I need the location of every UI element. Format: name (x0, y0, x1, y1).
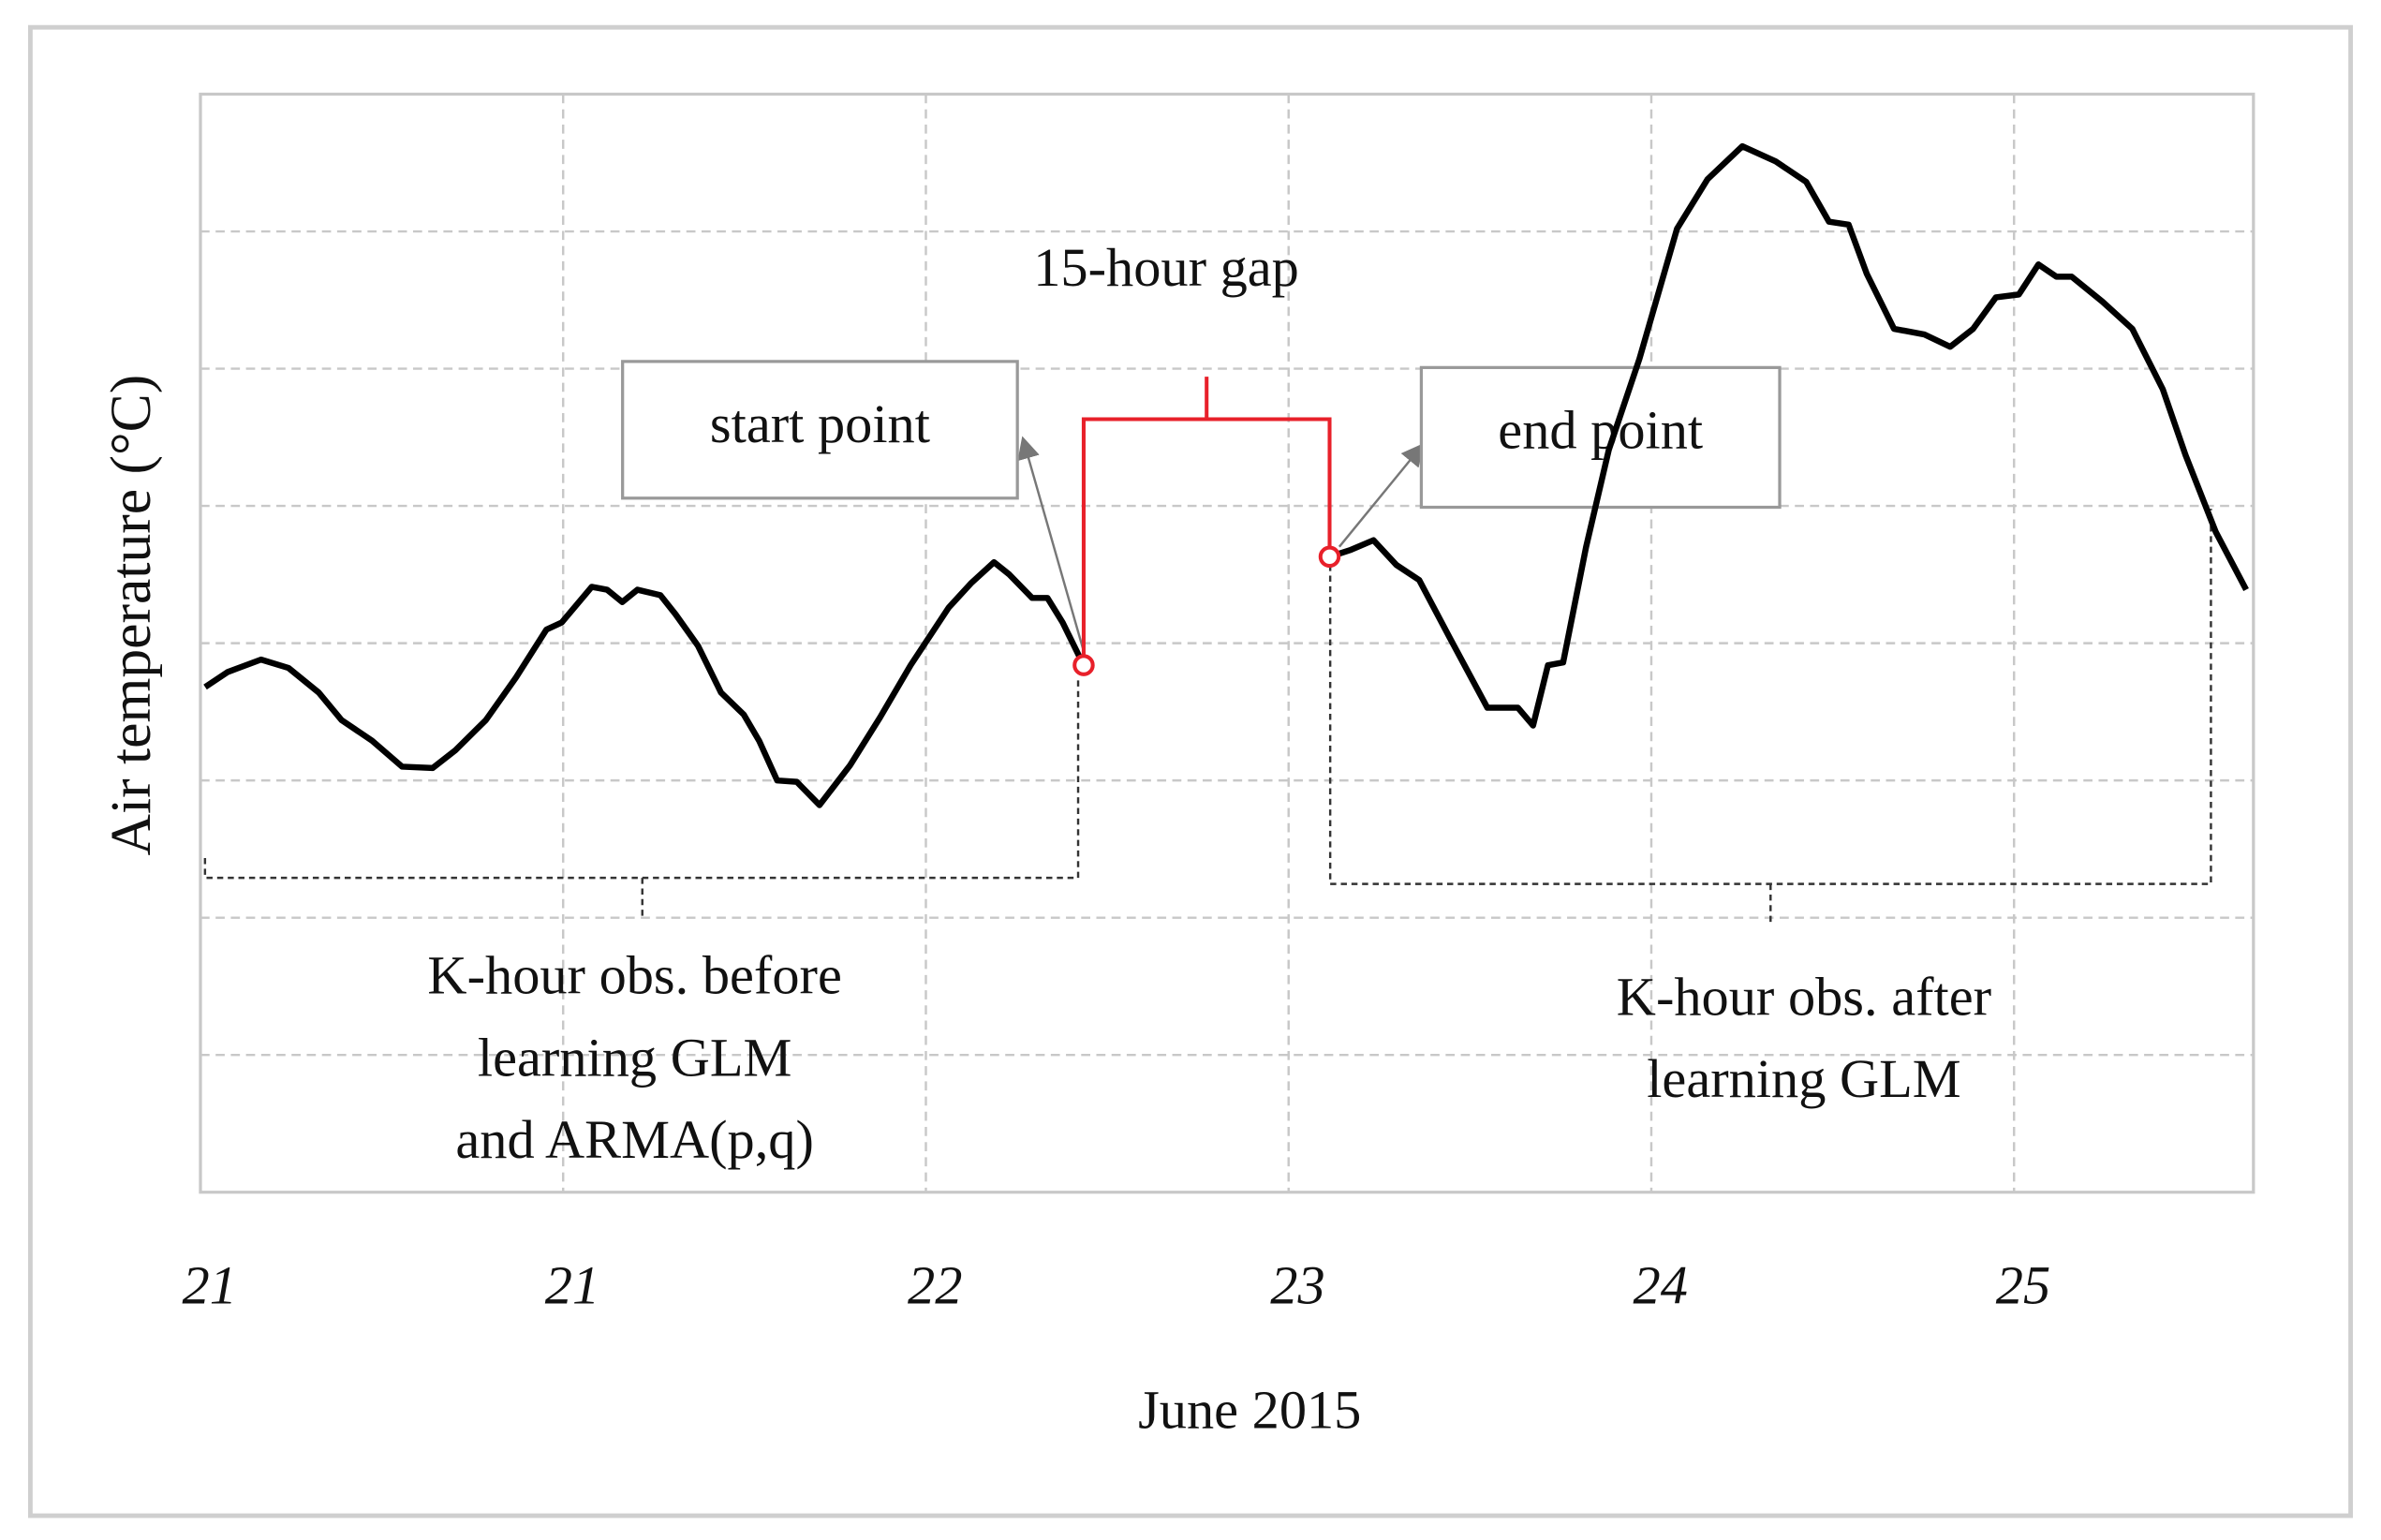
before-label: learning GLM (478, 1027, 791, 1088)
point-marker (1072, 654, 1095, 676)
before-label: K-hour obs. before (427, 945, 841, 1006)
after-label: K-hour obs. after (1617, 966, 1991, 1027)
x-tick-label: 23 (1270, 1254, 1324, 1315)
start-box (621, 360, 1019, 500)
x-tick-label: 22 (908, 1254, 962, 1315)
gap-bracket (1081, 377, 1332, 666)
end-label: end point (1498, 400, 1703, 461)
after-label: learning GLM (1647, 1048, 1960, 1109)
x-tick-label: 21 (183, 1254, 237, 1315)
bracket-after (1328, 509, 2212, 926)
bracket-before (203, 675, 1080, 919)
x-axis-label: June 2015 (1138, 1379, 1361, 1440)
point-marker (1318, 545, 1341, 569)
y-axis-label: Air temperature (°C) (99, 375, 163, 856)
before-label: and ARMA(p,q) (455, 1109, 814, 1170)
frame (27, 24, 2354, 1518)
x-tick-label: 21 (545, 1254, 599, 1315)
plot-border (199, 92, 2255, 1194)
arrow (1338, 442, 1425, 548)
gap-label: 15-hour gap (1033, 237, 1299, 298)
x-tick-label: 24 (1634, 1254, 1688, 1315)
data-line (203, 142, 2249, 808)
start-label: start point (710, 393, 930, 454)
arrow (1017, 436, 1086, 654)
x-tick-label: 25 (1996, 1254, 2050, 1315)
